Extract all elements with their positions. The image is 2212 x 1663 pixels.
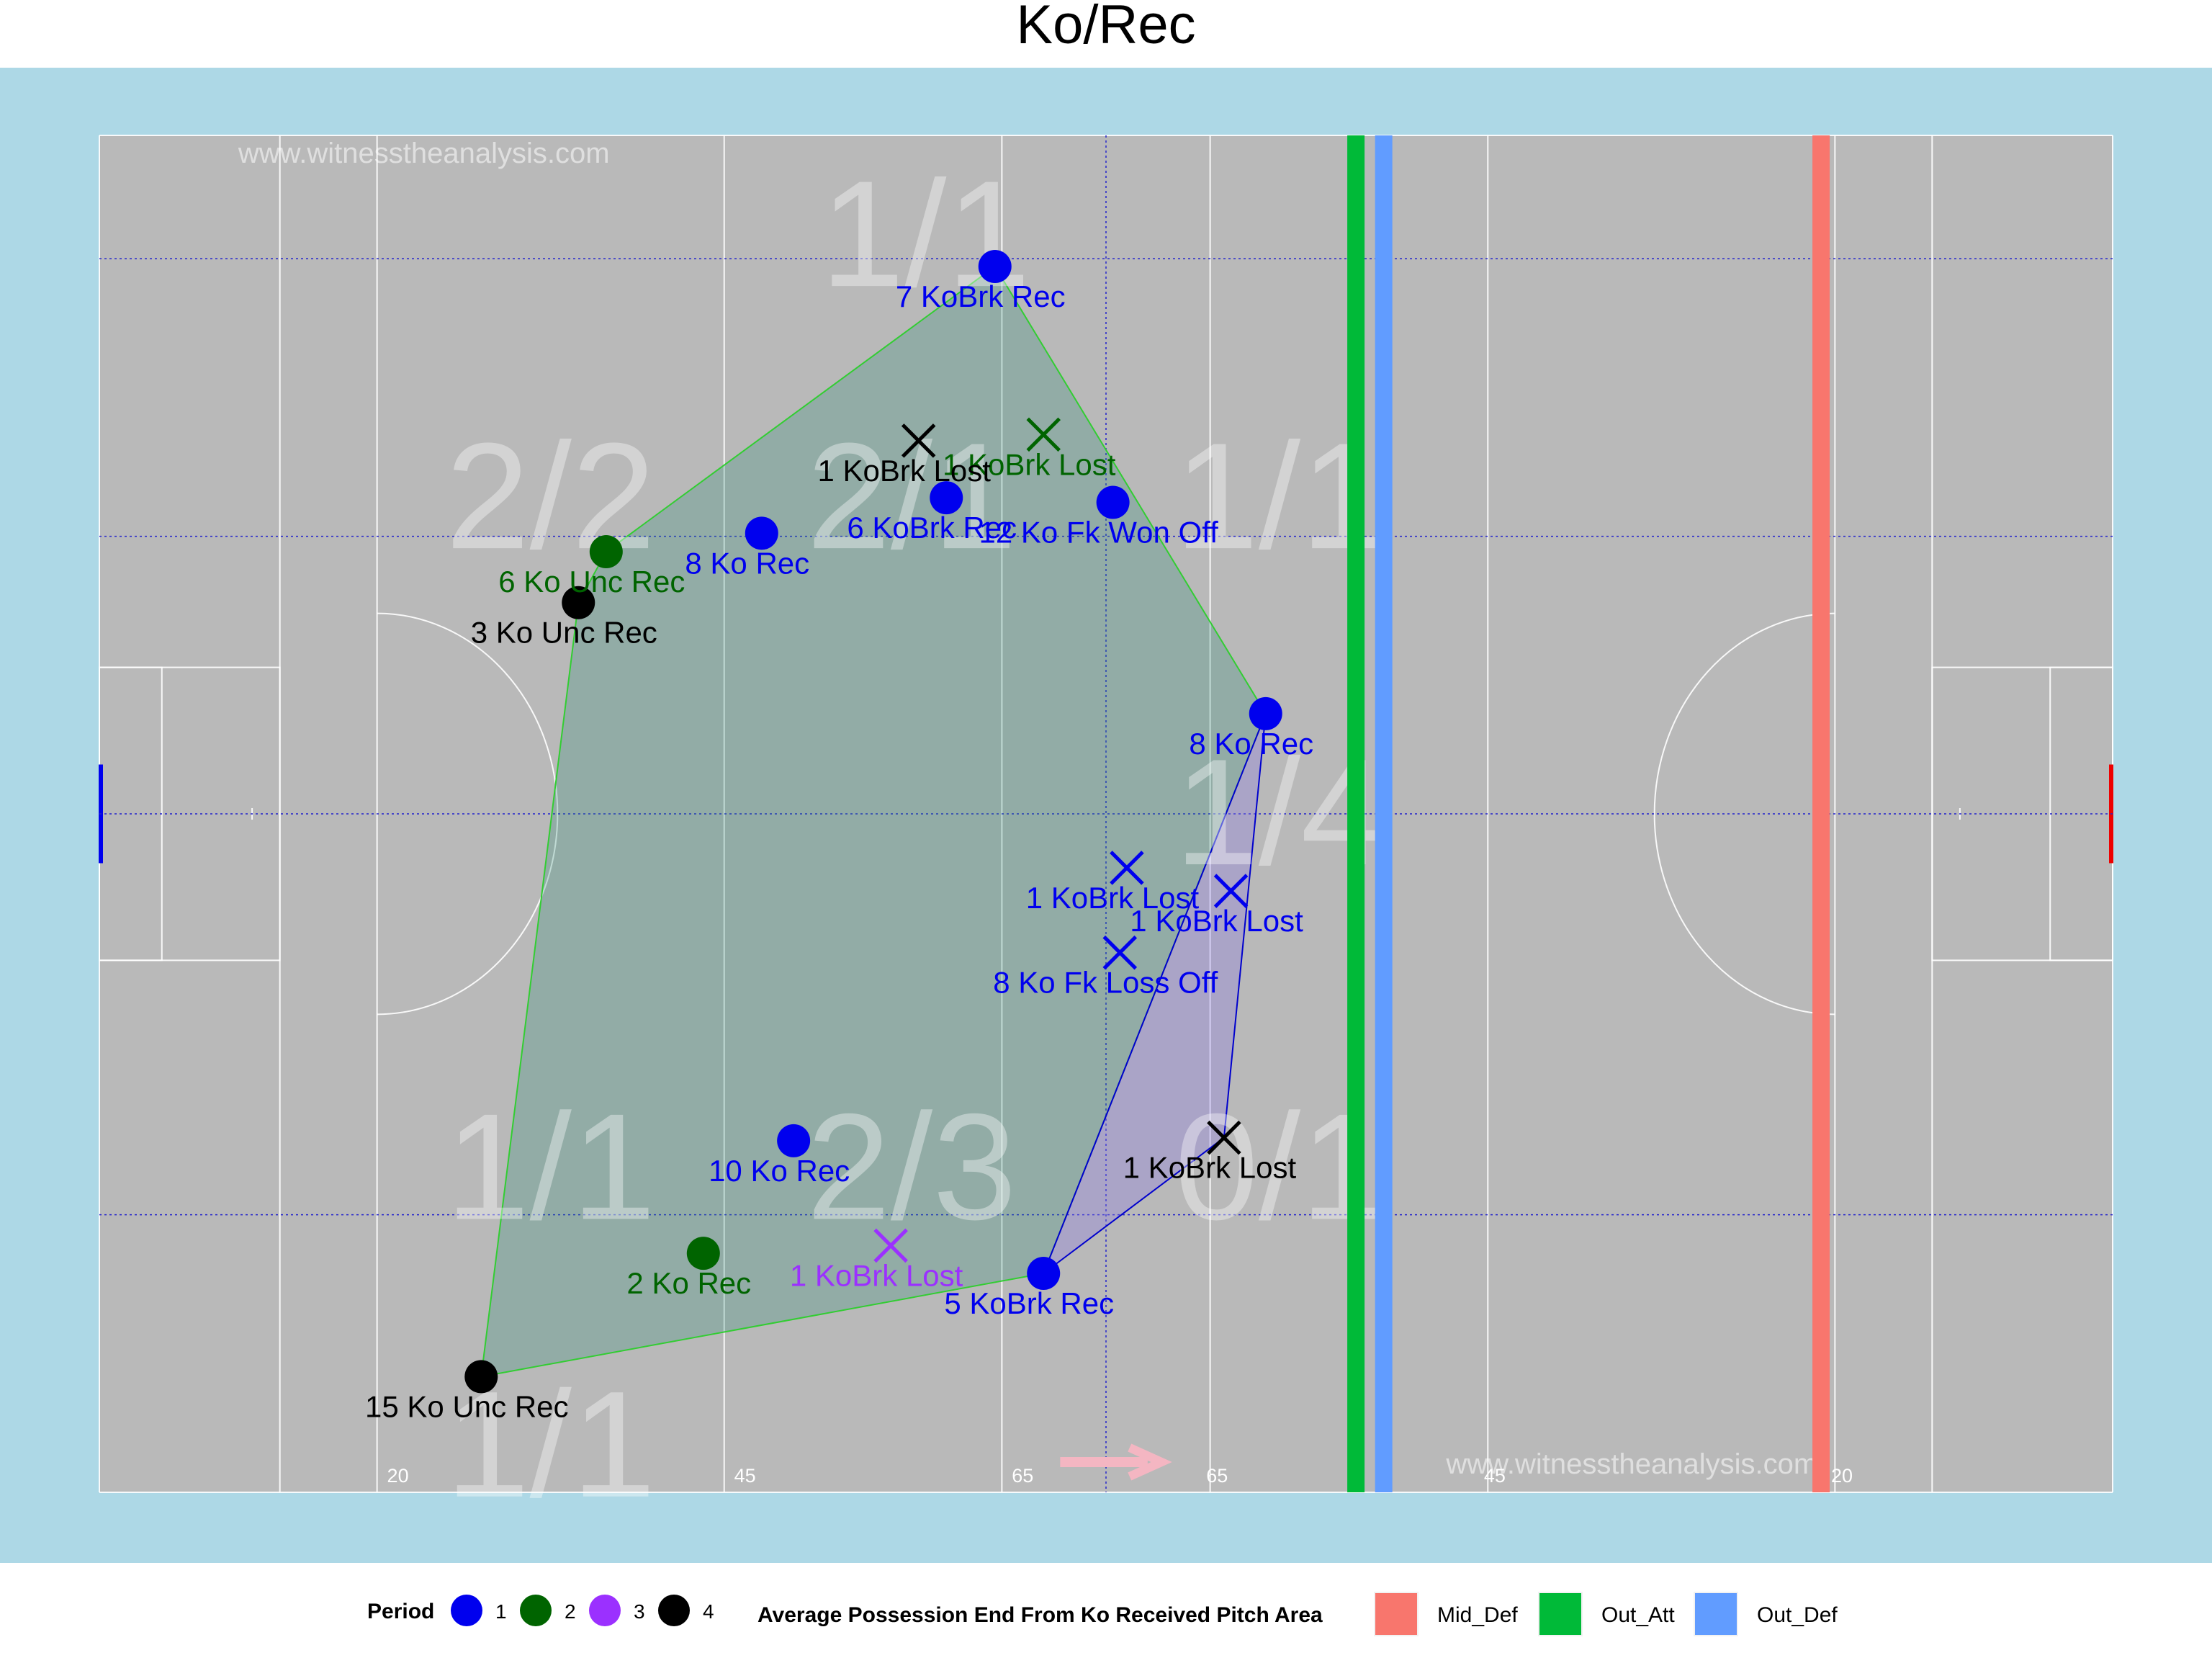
point-circle — [562, 586, 595, 619]
point-circle — [1027, 1256, 1061, 1290]
direction-arrow-head — [1128, 1443, 1172, 1481]
point-label: 8 Ko Rec — [1189, 727, 1313, 761]
hull-blue — [1041, 713, 1267, 1276]
zone-label: 2/3 — [806, 1082, 1017, 1251]
legend-period-label: 2 — [565, 1600, 576, 1623]
watermark-top: www.witnesstheanalysis.com — [238, 138, 610, 169]
legend-period-swatch — [589, 1595, 621, 1626]
point-cross — [1207, 1120, 1241, 1155]
legend-period-title: Period — [367, 1600, 434, 1623]
legend-period-swatch — [451, 1595, 482, 1626]
point-cross-stroke — [1102, 935, 1138, 970]
legend-area-label: Mid_Def — [1437, 1603, 1518, 1627]
point-circle — [1249, 696, 1282, 730]
point-cross — [1213, 874, 1249, 908]
area-line-layer — [1347, 135, 1830, 1492]
point-circle — [978, 249, 1012, 283]
point-label: 1 KoBrk Lost — [943, 447, 1116, 481]
legend-period-label: 3 — [634, 1600, 645, 1623]
watermark-bottom: www.witnesstheanalysis.com — [1445, 1448, 1817, 1480]
point-label: 8 Ko Fk Loss Off — [993, 966, 1218, 1000]
distance-label: 45 — [1484, 1465, 1506, 1487]
zone-label: 2/2 — [446, 411, 656, 581]
point-circle — [464, 1360, 498, 1394]
chart-title: Ko/Rec — [1016, 0, 1195, 55]
point-cross — [873, 1228, 908, 1263]
point-circle — [1096, 485, 1130, 519]
legend-area-title: Average Possession End From Ko Received … — [757, 1603, 1323, 1627]
distance-label: 20 — [387, 1465, 409, 1487]
point-cross-stroke — [1213, 874, 1249, 908]
point-circle — [930, 481, 963, 515]
arc-right — [1653, 612, 1835, 1016]
zone-label: 1/1 — [820, 149, 1030, 318]
point-cross — [1026, 417, 1061, 452]
point-label: 6 KoBrk Rec — [847, 511, 1017, 544]
legend-period-swatch — [658, 1595, 690, 1626]
point-cross — [1110, 851, 1144, 885]
point-label: 1 KoBrk Lost — [790, 1258, 963, 1292]
point-label: 10 Ko Rec — [709, 1154, 850, 1188]
legend-area-label: Out_Def — [1757, 1603, 1838, 1627]
point-cross-stroke — [1026, 417, 1061, 452]
point-circle — [589, 535, 623, 569]
arc-left — [377, 612, 559, 1016]
distance-label: 65 — [1206, 1465, 1228, 1487]
zone-label-layer: 2/2 2/1 1/11/11/41/1 2/3 0/11/1 — [446, 149, 1385, 1529]
point-label: 5 KoBrk Rec — [944, 1286, 1114, 1320]
point-circle — [777, 1124, 811, 1157]
point-cross-stroke — [1207, 1120, 1241, 1155]
point-label: 8 Ko Rec — [685, 546, 809, 580]
legend-area-swatch — [1375, 1593, 1417, 1635]
point-circle — [745, 516, 778, 550]
point-label: 7 KoBrk Rec — [896, 279, 1066, 313]
legend-period-label: 1 — [495, 1600, 507, 1623]
point-cross-stroke — [873, 1228, 908, 1263]
point-label: 1 KoBrk Lost — [817, 454, 991, 488]
point-label: 1 KoBrk Lost — [1123, 1151, 1297, 1185]
point-label: 3 Ko Unc Rec — [471, 616, 657, 650]
legend: Period 1 2 3 4 Average Possession End From Ko… — [367, 1592, 1838, 1636]
zone-label: 2/1 — [806, 411, 1017, 581]
legend-period-swatch — [520, 1595, 552, 1626]
point-label: 12 Ko Fk Won Off — [979, 516, 1219, 550]
legend-area-swatch — [1695, 1593, 1737, 1635]
point-label: 1 KoBrk Lost — [1026, 881, 1200, 915]
point-cross — [901, 423, 936, 458]
point-circle — [686, 1237, 720, 1270]
distance-label: 20 — [1831, 1465, 1853, 1487]
zone-label: 1/1 — [446, 1082, 656, 1251]
legend-area-label: Out_Att — [1601, 1603, 1675, 1627]
legend-area-swatch — [1539, 1593, 1581, 1635]
distance-label: 45 — [734, 1465, 756, 1487]
point-cross-stroke — [901, 423, 936, 458]
point-label: 1 KoBrk Lost — [1130, 904, 1303, 938]
point-cross-stroke — [1110, 851, 1144, 885]
distance-label: 65 — [1012, 1465, 1033, 1487]
legend-period-label: 4 — [703, 1600, 714, 1623]
point-label: 2 Ko Rec — [626, 1266, 751, 1300]
pitch-layer: 20 45 65 65 45 20 www.witnesstheanalysis.com ww… — [99, 135, 2114, 1493]
point-label: 15 Ko Unc Rec — [365, 1389, 568, 1423]
point-cross — [1102, 935, 1138, 970]
point-label: 6 Ko Unc Rec — [498, 565, 685, 599]
point-layer — [464, 249, 1282, 1394]
